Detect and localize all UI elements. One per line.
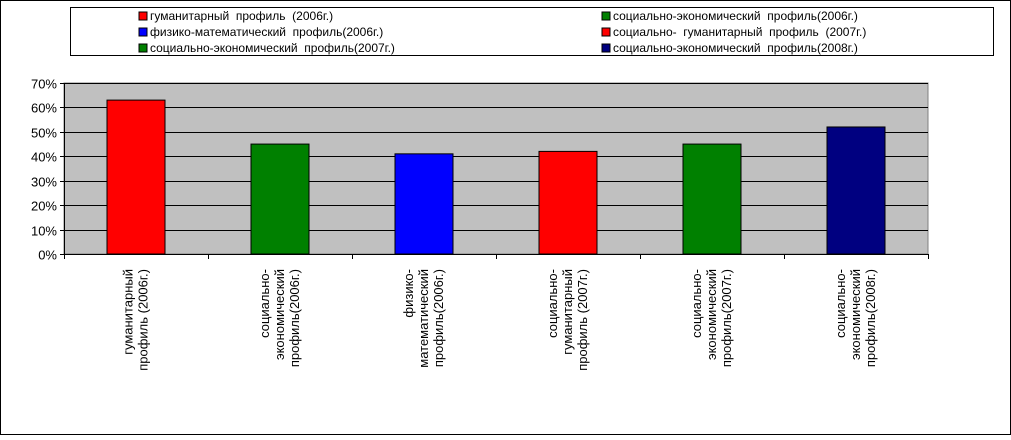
x-tick-label-4-line-1: экономический [704, 269, 719, 360]
x-tick-label-1-line-0: социально- [257, 269, 272, 338]
x-tick-label-0-line-1: профиль (2006г.) [136, 269, 151, 371]
bar-5 [826, 126, 886, 255]
x-tick-label-3-line-0: социально- [545, 269, 560, 338]
x-tick-label-2: физико-математическийпрофиль(2006г.) [401, 269, 446, 368]
y-tick-label-2: 20% [31, 199, 57, 214]
y-tick-label-4: 40% [31, 150, 57, 165]
x-tick-label-5-line-0: социально- [833, 269, 848, 338]
legend-swatch-2 [138, 27, 148, 37]
legend-swatch-5 [601, 43, 611, 53]
legend-swatch-1 [601, 11, 611, 21]
x-tick-label-3-line-2: профиль (2007г.) [575, 269, 590, 371]
legend-swatch-0 [138, 11, 148, 21]
x-tick-label-4-line-0: социально- [689, 269, 704, 338]
plot-background [63, 82, 929, 255]
x-tick-label-5: социально-экономическийпрофиль(2008г.) [833, 269, 878, 367]
legend-swatch-4 [138, 43, 148, 53]
x-label-group-1: социально-экономическийпрофиль(2006г.) [257, 269, 302, 367]
y-tick-label-1: 10% [31, 224, 57, 239]
x-tick-label-1-line-1: экономический [272, 269, 287, 360]
x-label-group-2: физико-математическийпрофиль(2006г.) [401, 269, 446, 368]
x-tick-label-4-line-2: профиль(2007г.) [719, 269, 734, 367]
y-tick-label-5: 50% [31, 126, 57, 141]
y-tick-label-6: 60% [31, 101, 57, 116]
x-tick-label-2-line-0: физико- [401, 269, 416, 318]
x-tick-label-5-line-2: профиль(2008г.) [863, 269, 878, 367]
bar-1 [250, 143, 310, 255]
x-label-group-0: гуманитарныйпрофиль (2006г.) [121, 269, 151, 371]
legend-label-5: социально-экономический профиль(2008г.) [613, 41, 858, 55]
bar-3 [538, 150, 598, 255]
y-tick-label-3: 30% [31, 175, 57, 190]
x-tick-label-2-line-1: математический [416, 269, 431, 368]
x-tick-label-3-line-1: гуманитарный [560, 269, 575, 355]
y-tick-label-7: 70% [31, 77, 57, 92]
x-tick-label-3: социально-гуманитарныйпрофиль (2007г.) [545, 269, 590, 371]
bar-0 [106, 99, 166, 255]
x-tick-label-0: гуманитарныйпрофиль (2006г.) [121, 269, 151, 371]
x-label-group-5: социально-экономическийпрофиль(2008г.) [833, 269, 878, 367]
legend: гуманитарный профиль (2006г.) социально-э… [70, 7, 994, 56]
plot-area: 0%10%20%30%40%50%60%70%гуманитарныйпрофи… [31, 77, 929, 371]
legend-label-1: социально-экономический профиль(2006г.) [613, 9, 858, 23]
x-tick-label-5-line-1: экономический [848, 269, 863, 360]
legend-label-3: социально- гуманитарный профиль (2007г.) [613, 25, 866, 39]
legend-label-2: физико-математический профиль(2006г.) [150, 25, 383, 39]
x-tick-label-1: социально-экономическийпрофиль(2006г.) [257, 269, 302, 367]
x-label-group-3: социально-гуманитарныйпрофиль (2007г.) [545, 269, 590, 371]
x-tick-label-2-line-2: профиль(2006г.) [431, 269, 446, 367]
legend-label-4: социально-экономический профиль(2007г.) [150, 41, 395, 55]
legend-box [70, 7, 994, 56]
x-tick-label-1-line-2: профиль(2006г.) [287, 269, 302, 367]
x-tick-label-4: социально-экономическийпрофиль(2007г.) [689, 269, 734, 367]
y-tick-label-0: 0% [38, 248, 57, 263]
legend-swatch-3 [601, 27, 611, 37]
x-label-group-4: социально-экономическийпрофиль(2007г.) [689, 269, 734, 367]
bar-2 [394, 153, 454, 255]
legend-label-0: гуманитарный профиль (2006г.) [150, 9, 333, 23]
x-tick-label-0-line-0: гуманитарный [121, 269, 136, 355]
bar-4 [682, 143, 742, 255]
